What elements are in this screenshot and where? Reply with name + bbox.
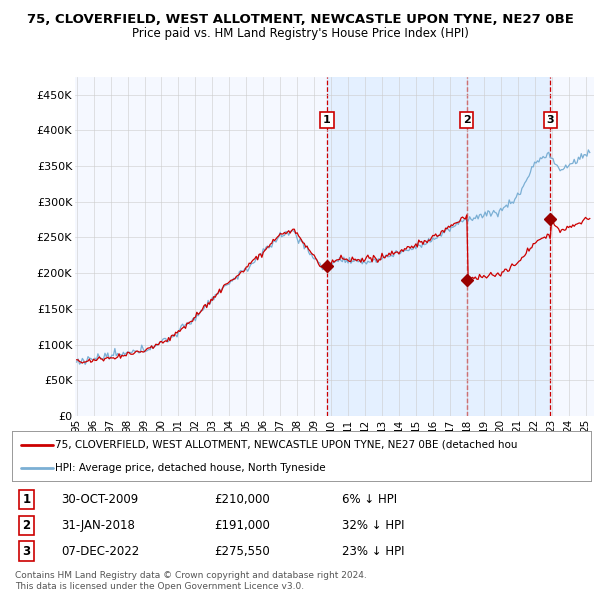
Text: 3: 3 <box>22 545 31 558</box>
Text: 2: 2 <box>463 115 470 125</box>
Text: £210,000: £210,000 <box>215 493 271 506</box>
Text: £191,000: £191,000 <box>215 519 271 532</box>
Text: £275,550: £275,550 <box>215 545 271 558</box>
Text: HPI: Average price, detached house, North Tyneside: HPI: Average price, detached house, Nort… <box>55 463 326 473</box>
Text: 07-DEC-2022: 07-DEC-2022 <box>61 545 139 558</box>
Text: Contains HM Land Registry data © Crown copyright and database right 2024.: Contains HM Land Registry data © Crown c… <box>15 571 367 580</box>
Text: 2: 2 <box>22 519 31 532</box>
Text: 6% ↓ HPI: 6% ↓ HPI <box>342 493 397 506</box>
Text: 3: 3 <box>547 115 554 125</box>
Text: 75, CLOVERFIELD, WEST ALLOTMENT, NEWCASTLE UPON TYNE, NE27 0BE (detached hou: 75, CLOVERFIELD, WEST ALLOTMENT, NEWCAST… <box>55 440 518 450</box>
Text: 1: 1 <box>22 493 31 506</box>
Text: 32% ↓ HPI: 32% ↓ HPI <box>342 519 404 532</box>
Bar <box>327 77 550 416</box>
Text: Price paid vs. HM Land Registry's House Price Index (HPI): Price paid vs. HM Land Registry's House … <box>131 27 469 40</box>
Text: 23% ↓ HPI: 23% ↓ HPI <box>342 545 404 558</box>
Text: 75, CLOVERFIELD, WEST ALLOTMENT, NEWCASTLE UPON TYNE, NE27 0BE: 75, CLOVERFIELD, WEST ALLOTMENT, NEWCAST… <box>26 13 574 26</box>
Text: 1: 1 <box>323 115 331 125</box>
Text: This data is licensed under the Open Government Licence v3.0.: This data is licensed under the Open Gov… <box>15 582 304 590</box>
Text: 30-OCT-2009: 30-OCT-2009 <box>61 493 139 506</box>
Text: 31-JAN-2018: 31-JAN-2018 <box>61 519 135 532</box>
